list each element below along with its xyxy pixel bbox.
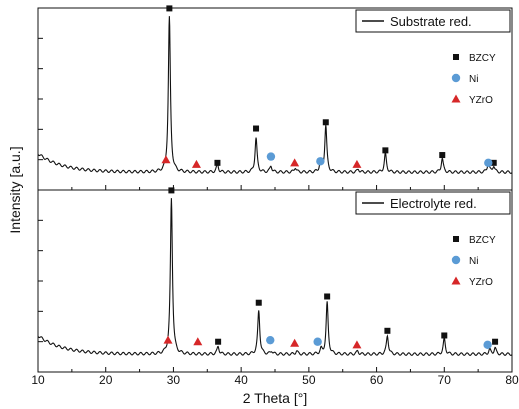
x-tick-label: 20	[99, 373, 113, 387]
phase-legend: BZCY Ni YZrO	[451, 235, 496, 288]
series-legend: Electrolyte red.	[355, 191, 511, 215]
phase-marker-bzcy	[255, 299, 262, 306]
phase-marker-ni	[484, 158, 493, 168]
phase-marker-ni	[266, 152, 276, 161]
panel-2: Electrolyte red. BZCY Ni YZrO	[37, 187, 513, 373]
phase-marker-yzro	[163, 335, 173, 344]
phase-marker-yzro	[193, 337, 203, 346]
x-tick-label: 70	[438, 373, 452, 387]
phase-legend-label: YZrO	[469, 95, 493, 106]
x-tick-label: 40	[234, 373, 248, 387]
phase-legend-label: YZrO	[469, 277, 493, 288]
panel-frame	[37, 7, 513, 191]
phase-marker-bzcy	[324, 293, 331, 300]
x-axis-title: 2 Theta [°]	[243, 390, 308, 406]
phase-legend-symbol-yzro	[451, 94, 461, 103]
phase-legend-label: Ni	[469, 256, 478, 267]
phase-legend-symbol-bzcy	[453, 236, 459, 242]
phase-legend: BZCY Ni YZrO	[451, 53, 496, 106]
phase-legend-symbol-ni	[451, 73, 461, 83]
x-tick-label: 30	[167, 373, 181, 387]
x-tick-label: 10	[31, 373, 45, 387]
xrd-series-line	[37, 198, 513, 356]
phase-marker-yzro	[191, 159, 201, 168]
phase-marker-bzcy	[253, 125, 260, 132]
phase-marker-yzro	[352, 159, 362, 168]
phase-legend-symbol-bzcy	[453, 54, 459, 60]
phase-marker-ni	[316, 157, 325, 166]
series-legend: Substrate red.	[355, 9, 511, 33]
phase-marker-bzcy	[384, 327, 391, 334]
phase-marker-bzcy	[215, 338, 222, 345]
legend-box	[355, 9, 511, 33]
phase-marker-bzcy	[490, 159, 497, 166]
legend-label: Substrate red.	[390, 14, 472, 29]
phase-marker-yzro	[290, 338, 300, 347]
phase-legend-label: Ni	[469, 74, 478, 85]
phase-legend-label: BZCY	[469, 235, 496, 246]
y-axis-title: Intensity [a.u.]	[7, 146, 23, 233]
x-tick-label: 50	[302, 373, 316, 387]
legend-label: Electrolyte red.	[390, 196, 477, 211]
phase-legend-label: BZCY	[469, 53, 496, 64]
phase-marker-bzcy	[441, 332, 448, 339]
panel-1: Substrate red. BZCY Ni YZrO	[37, 5, 513, 191]
panel-frame	[37, 189, 513, 373]
phase-marker-bzcy	[168, 187, 175, 194]
phase-marker-yzro	[290, 158, 300, 167]
phase-marker-ni	[483, 340, 492, 350]
phase-marker-bzcy	[492, 338, 499, 345]
legend-box	[355, 191, 511, 215]
phase-marker-yzro	[352, 340, 362, 349]
x-tick-label: 60	[370, 373, 384, 387]
phase-marker-bzcy	[322, 119, 329, 126]
phase-legend-symbol-ni	[451, 255, 461, 265]
phase-marker-bzcy	[214, 159, 221, 166]
phase-marker-bzcy	[382, 147, 389, 154]
phase-marker-ni	[313, 337, 322, 346]
phase-marker-yzro	[161, 155, 171, 164]
phase-marker-bzcy	[439, 152, 446, 159]
x-axis: 10 20 30 40 50 60 70 80	[31, 373, 519, 387]
xrd-series-line	[37, 16, 513, 174]
phase-marker-bzcy	[166, 5, 173, 12]
x-tick-label: 80	[505, 373, 519, 387]
phase-marker-ni	[266, 335, 275, 345]
phase-legend-symbol-yzro	[451, 276, 461, 285]
